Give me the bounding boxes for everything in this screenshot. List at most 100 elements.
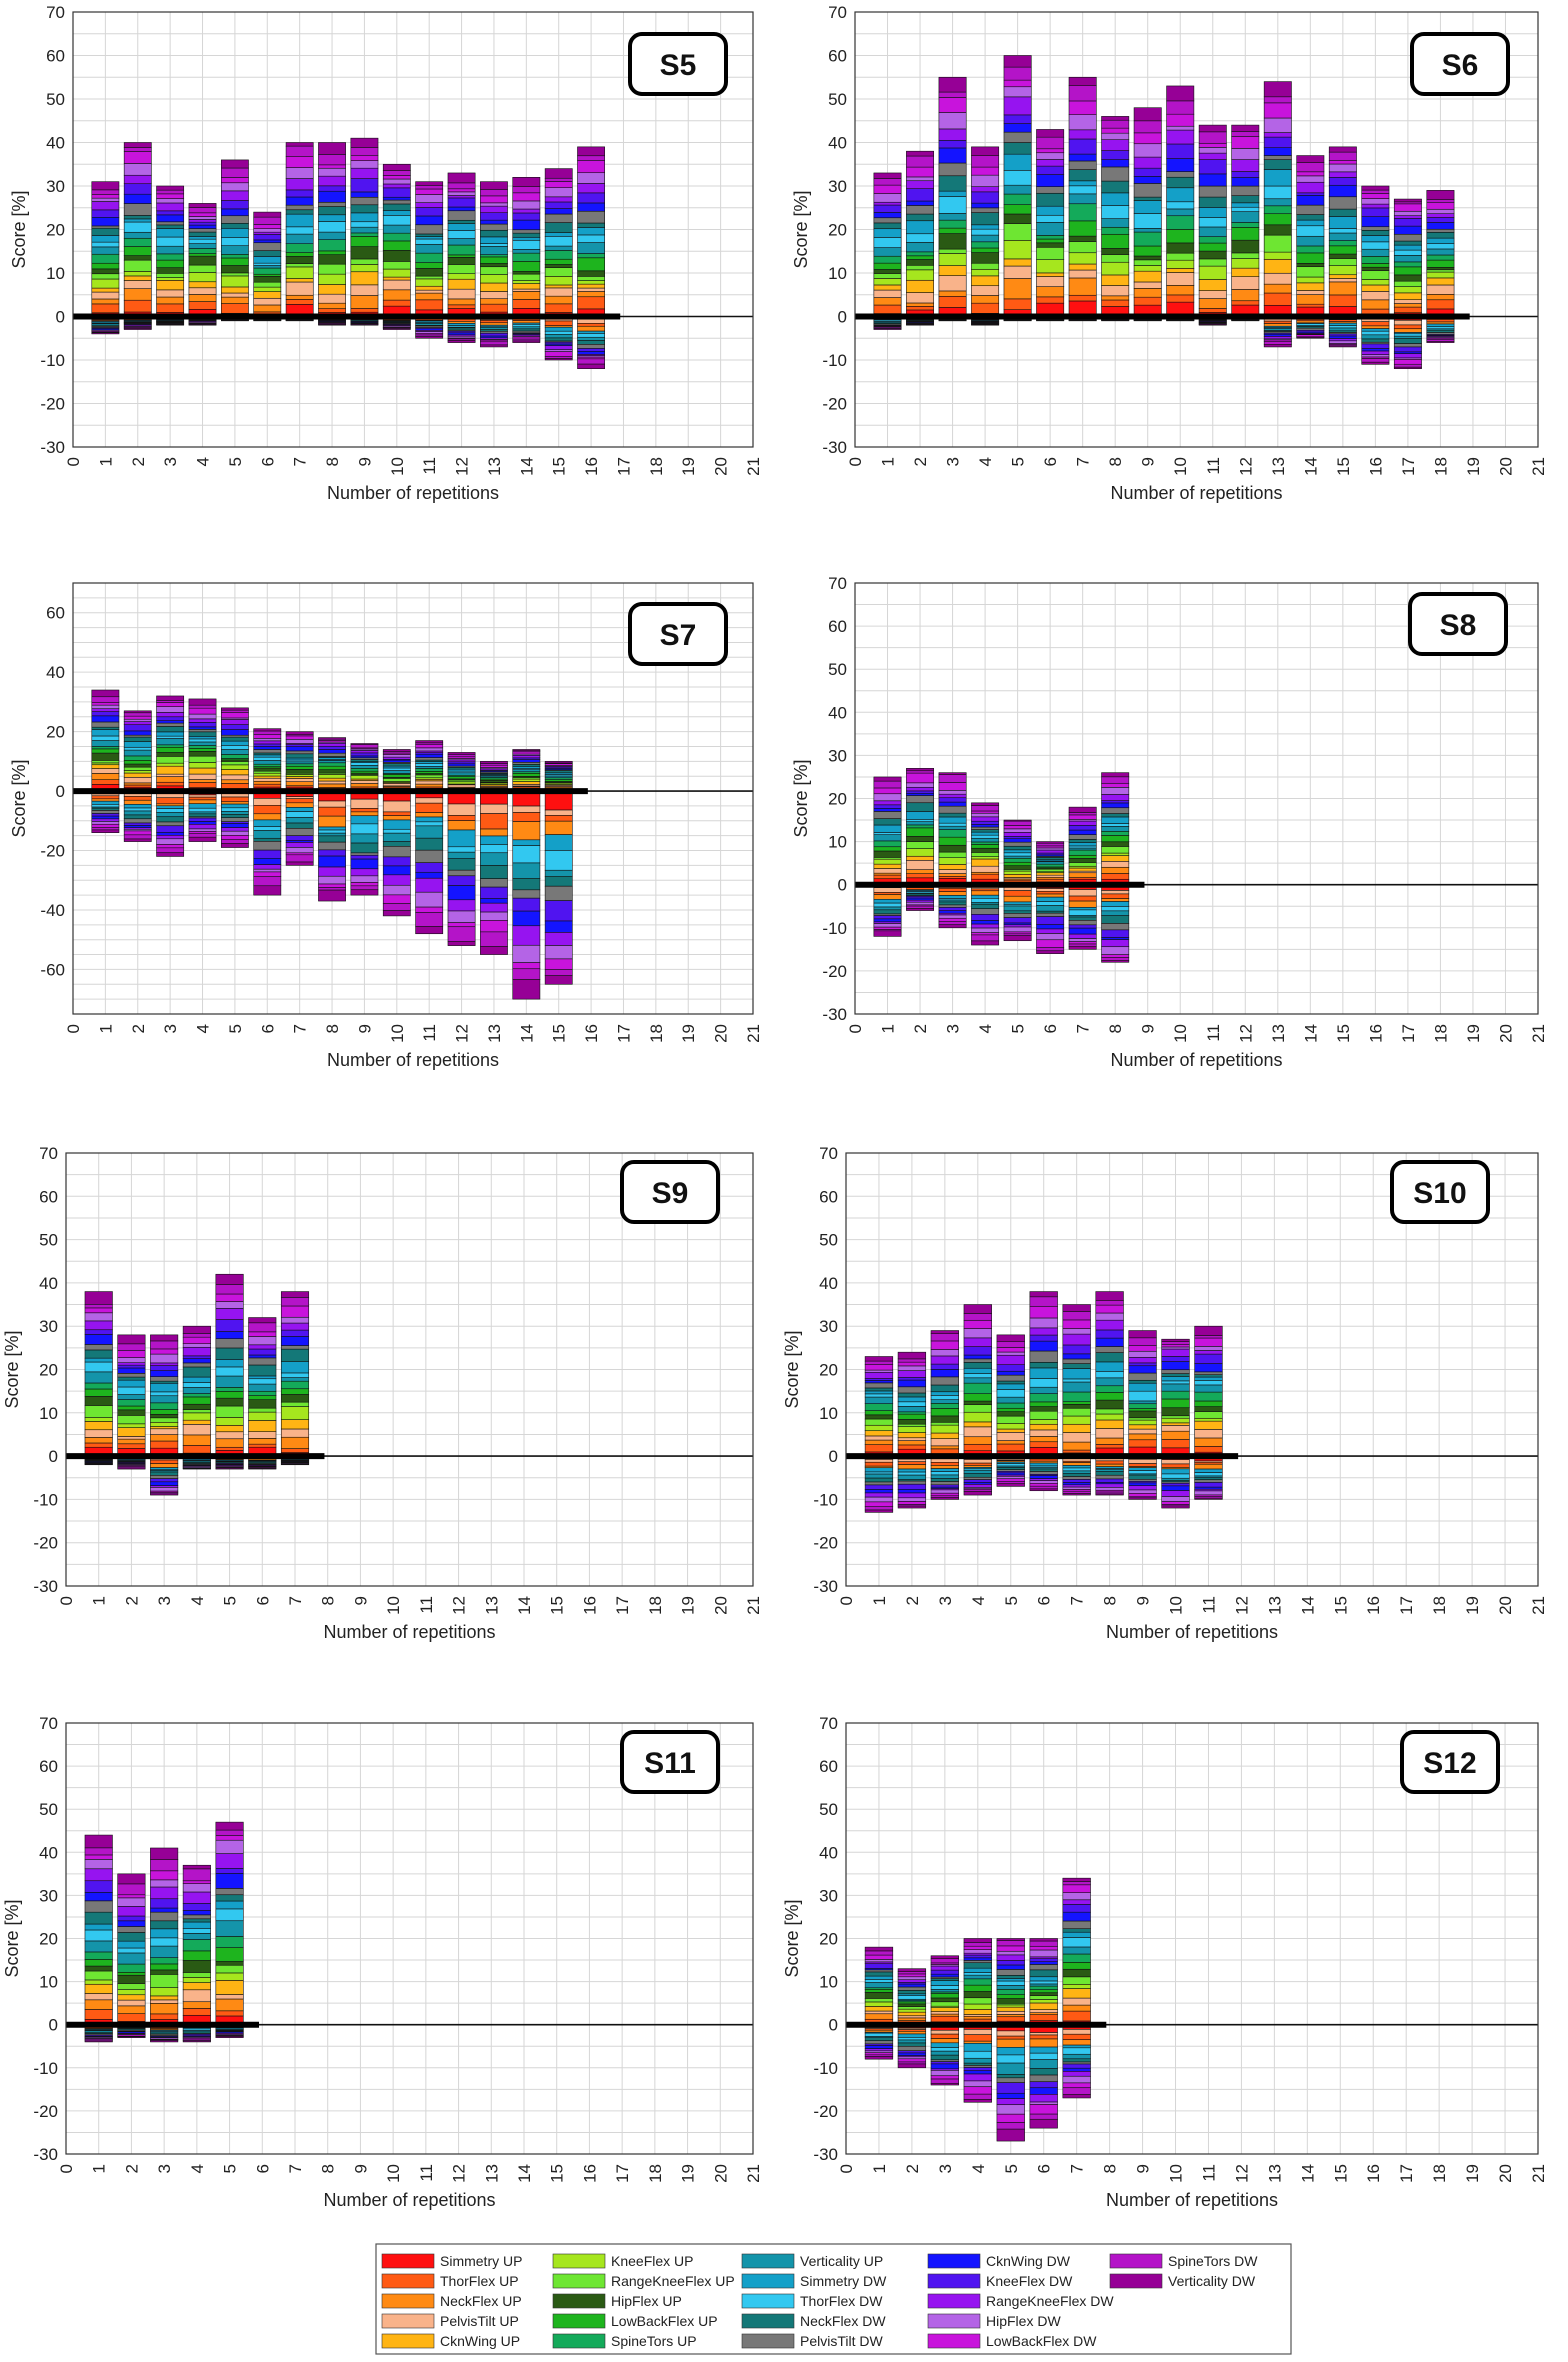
bar-rep-2 <box>123 710 152 842</box>
y-tick-label: -30 <box>813 2145 838 2164</box>
bar-segment <box>897 1370 927 1378</box>
bar-segment <box>382 289 411 301</box>
bar-segment <box>906 772 935 784</box>
x-tick-label: 3 <box>161 457 180 466</box>
bar-segment <box>123 749 152 757</box>
bar-segment <box>930 1395 959 1400</box>
bar-rep-17 <box>1393 198 1422 369</box>
bar-segment <box>318 206 346 216</box>
bar-segment <box>1029 1334 1058 1342</box>
bar-segment <box>864 2056 894 2060</box>
bar-segment <box>447 763 476 767</box>
bar-segment <box>480 835 508 845</box>
bar-segment <box>1101 274 1130 286</box>
bar-segment <box>123 299 152 313</box>
legend-item: HipFlex DW <box>927 2313 1061 2329</box>
bar-segment <box>864 1444 894 1453</box>
bar-segment <box>215 1894 244 1902</box>
bar-segment <box>1003 240 1032 260</box>
y-tick-label: -10 <box>813 1490 838 1509</box>
bar-segment <box>1095 1399 1124 1410</box>
x-tick-label: 8 <box>1106 457 1125 466</box>
bar-segment <box>1194 1346 1223 1351</box>
x-tick-label: 0 <box>57 1596 76 1605</box>
x-tick-label: 13 <box>482 2164 501 2183</box>
bar-rep-7 <box>1068 806 1097 950</box>
bar-segment <box>1166 100 1195 115</box>
bar-segment <box>1393 286 1422 294</box>
y-axis-label: Score [%] <box>9 190 29 268</box>
bar-segment <box>512 252 541 262</box>
bar-segment <box>415 797 444 804</box>
bar-segment <box>480 219 508 225</box>
bar-segment <box>996 1370 1025 1376</box>
bar-segment <box>221 779 249 784</box>
bar-segment <box>318 780 346 785</box>
bar-segment <box>930 1492 959 1497</box>
legend-label: PelvisTilt DW <box>800 2333 883 2349</box>
x-tick-label: 19 <box>1464 457 1483 476</box>
bar-segment <box>544 334 573 339</box>
bar-rep-3 <box>150 1334 179 1496</box>
bar-segment <box>150 1886 179 1900</box>
bar-segment <box>1062 1441 1091 1451</box>
bar-segment <box>123 736 152 742</box>
bar-segment <box>1263 292 1292 306</box>
bar-segment <box>253 876 282 887</box>
bar-segment <box>963 1304 992 1314</box>
bar-segment <box>1101 787 1130 795</box>
title-box <box>1390 1160 1490 1224</box>
bar-segment <box>1161 1473 1190 1479</box>
bar-segment <box>971 262 1000 270</box>
bar-segment <box>1036 129 1065 138</box>
bar-segment <box>544 358 573 361</box>
x-tick-label: 14 <box>517 1024 536 1043</box>
bar-segment <box>512 845 541 864</box>
bar-segment <box>350 743 379 745</box>
bar-segment <box>280 1377 310 1382</box>
x-tick-label: 5 <box>221 1596 240 1605</box>
bar-segment <box>221 208 249 217</box>
bar-segment <box>996 1389 1025 1398</box>
bar-segment <box>897 2058 927 2063</box>
x-tick-label: 15 <box>550 1024 569 1043</box>
bar-segment <box>285 746 314 752</box>
x-tick-label: 21 <box>744 457 763 476</box>
bar-segment <box>350 196 379 206</box>
bar-segment <box>1003 123 1032 133</box>
bar-segment <box>1029 1429 1058 1437</box>
title-box <box>1410 32 1510 96</box>
bar-segment <box>123 255 152 261</box>
bar-segment <box>512 749 541 752</box>
bar-segment <box>1101 939 1130 948</box>
bar-segment <box>221 801 249 805</box>
x-tick-label: 8 <box>319 1596 338 1605</box>
bar-segment <box>1231 195 1260 204</box>
bar-segment <box>123 834 152 840</box>
bar-segment <box>963 1393 992 1402</box>
bar-segment <box>1101 946 1130 955</box>
bar-rep-4 <box>182 1864 211 2043</box>
bar-segment <box>1263 333 1292 337</box>
bar-segment <box>156 838 185 845</box>
bar-segment <box>156 726 185 733</box>
y-tick-label: 10 <box>46 264 65 283</box>
bar-segment <box>544 761 573 764</box>
bar-segment <box>318 832 346 837</box>
bar-segment <box>382 903 411 911</box>
bar-segment <box>544 850 573 871</box>
bar-segment <box>1062 2061 1091 2065</box>
bar-segment <box>1062 1476 1091 1480</box>
bar-segment <box>215 1293 244 1302</box>
bar-segment <box>1029 2034 1058 2040</box>
bar-segment <box>447 922 476 928</box>
bar-segment <box>1328 216 1357 229</box>
bar-segment <box>1101 261 1130 276</box>
legend-swatch <box>927 2273 981 2289</box>
y-tick-label: -40 <box>40 901 65 920</box>
bar-segment <box>447 772 476 776</box>
bar-segment <box>577 348 605 352</box>
bar-segment <box>318 765 346 770</box>
bar-segment <box>350 191 379 198</box>
bar-segment <box>1128 1479 1157 1482</box>
